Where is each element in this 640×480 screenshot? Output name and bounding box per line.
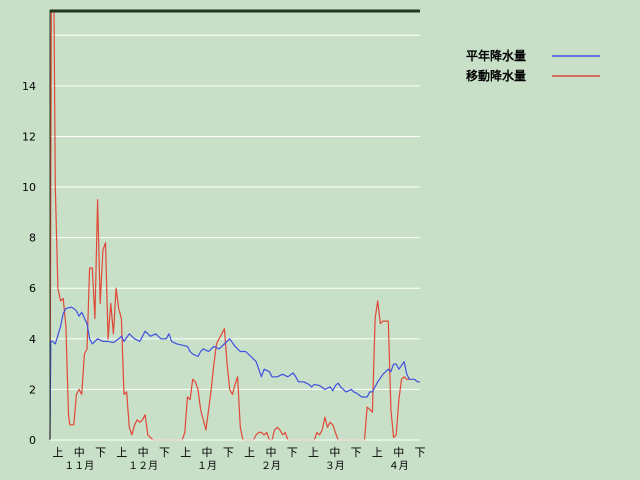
x-tick-label: 上 (372, 446, 383, 459)
x-tick-label: 上 (308, 446, 319, 459)
x-tick-label: 上 (53, 446, 64, 459)
y-tick-label: 0 (29, 434, 36, 447)
y-tick-label: 2 (29, 383, 36, 396)
series-line (49, 9, 410, 441)
plot-frame (49, 9, 420, 441)
x-tick-label: 下 (415, 446, 426, 459)
x-tick-label: 下 (287, 446, 298, 459)
x-tick-label: 下 (159, 446, 170, 459)
y-tick-label: 14 (22, 80, 36, 93)
month-label: １月 (197, 460, 217, 472)
y-tick-label: 8 (29, 232, 36, 245)
month-labels: １１月 １２月 １月 ２月 ３月 ４月 (64, 460, 408, 472)
x-tick-label: 下 (95, 446, 106, 459)
legend-label: 平年降水量 (466, 48, 526, 63)
month-label: ３月 (325, 460, 345, 472)
y-tick-labels: 0 2 4 6 8 10 12 14 (22, 80, 36, 447)
x-tick-label: 中 (202, 446, 213, 459)
x-tick-label: 下 (351, 446, 362, 459)
series-lines (49, 9, 420, 441)
grid-lines (50, 34, 420, 441)
x-tick-label: 上 (244, 446, 255, 459)
x-tick-label: 中 (265, 446, 276, 459)
month-label: １１月 (64, 460, 94, 472)
x-tick-label: 中 (138, 446, 149, 459)
x-tick-label: 下 (223, 446, 234, 459)
x-tick-label: 上 (180, 446, 191, 459)
month-label: ２月 (261, 460, 281, 472)
series-line (49, 306, 420, 441)
x-tick-label: 中 (74, 446, 85, 459)
x-tick-labels: 上中下上中下上中下上中下上中下上中下 (53, 446, 426, 459)
x-tick-label: 上 (116, 446, 127, 459)
x-tick-label: 中 (393, 446, 404, 459)
month-label: １２月 (128, 460, 158, 472)
month-label: ４月 (389, 460, 409, 472)
legend-label: 移動降水量 (466, 68, 526, 83)
y-tick-label: 6 (29, 282, 36, 295)
x-tick-label: 中 (329, 446, 340, 459)
y-tick-label: 12 (22, 130, 36, 143)
y-tick-label: 10 (22, 181, 36, 194)
y-tick-label: 4 (29, 333, 36, 346)
